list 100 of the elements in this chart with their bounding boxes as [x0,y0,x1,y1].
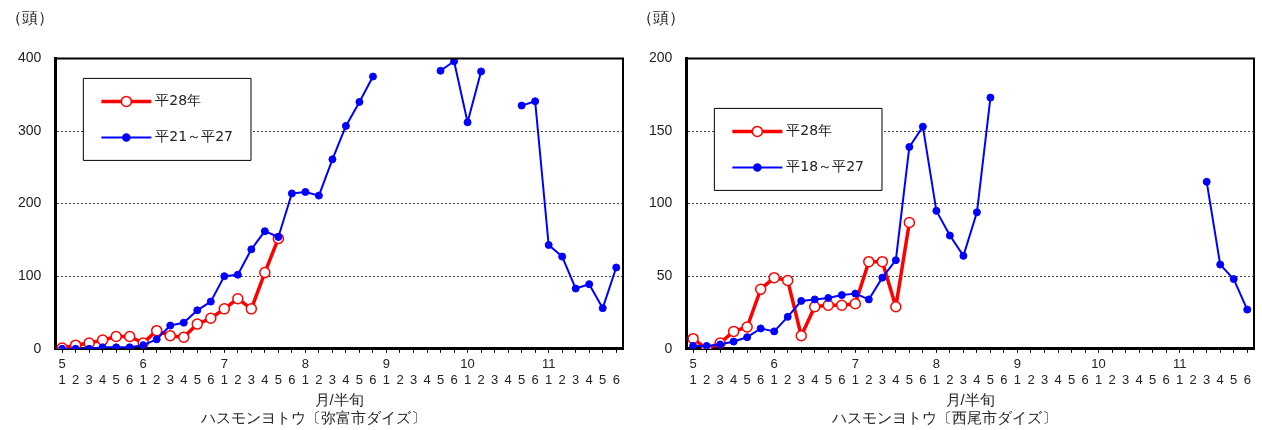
x-tick-label: 2 [477,371,485,387]
x-tick-label: 5 1 [689,356,697,387]
text: ハスモンヨトウ〔西尾市ダイズ〕 [831,409,1057,427]
x-tick-label: 5 [1149,371,1157,387]
y-tick-label: 50 [656,267,673,284]
x-tick-label: 11 1 [1172,356,1187,387]
legend-label: 平28年 [786,122,833,139]
x-tick-label: 3 [166,371,174,387]
x-tick-label: 2 [865,371,873,387]
y-axis-title: （頭） [6,8,54,29]
y-tick-label: 0 [664,339,673,356]
x-tick-label: 5 [599,371,607,387]
x-tick-label: 4 [585,371,593,387]
x-tick-label: 3 [490,371,499,387]
x-tick-label: 5 [355,371,364,387]
x-tick-label: 6 [757,371,765,387]
x-tick-label: 4 [261,371,269,387]
x-tick-label: 3 [328,371,337,387]
y-tick-label: 300 [18,121,42,138]
x-tick-label: 2 [396,371,404,387]
x-tick-label: 6 [1000,371,1008,387]
x-tick-label: 4 [1216,371,1224,387]
x-tick-label: 6 [288,371,296,387]
legend-label: 平21～平27 [155,128,233,145]
x-tick-label: 5 [112,371,120,387]
x-tick-label: 3 [1121,371,1130,387]
x-tick-label: 6 [450,371,458,387]
y-tick-label: 100 [18,267,42,284]
x-tick-label: 2 [1027,371,1035,387]
x-tick-label: 3 [878,371,886,387]
x-tick-label: 10 1 [460,356,475,387]
y-tick-label: 200 [649,49,673,66]
x-tick-label: 2 [784,371,792,387]
x-tick-label: 3 [85,371,93,387]
x-tick-label: 4 [342,371,350,387]
x-tick-label: 6 [1081,371,1089,387]
x-tick-label: 2 [72,371,80,387]
x-tick-label: 3 [1040,371,1049,387]
y-axis-title: （頭） [637,8,685,29]
legend-label: 平18～平27 [786,158,864,175]
x-tick-label: 3 [247,371,255,387]
x-tick-label: 6 1 [139,356,147,387]
x-tick-label: 4 [730,371,738,387]
x-tick-label: 6 [612,371,620,387]
x-tick-label: 5 [436,371,445,387]
x-tick-label: 10 1 [1091,356,1106,387]
x-tick-label: 3 [797,371,805,387]
x-axis-title: 月/半旬 [945,391,995,409]
x-tick-label: 5 [743,371,751,387]
x-axis-title: 月/半旬 [314,391,364,409]
x-tick-label: 3 [409,371,418,387]
x-tick-label: 5 [1230,371,1238,387]
x-tick-label: 3 [1203,371,1211,387]
x-tick-label: 5 [824,371,832,387]
legend-label: 平28年 [155,92,202,109]
x-tick-label: 2 [558,371,566,387]
x-tick-label: 5 [905,371,913,387]
x-tick-label: 6 [919,371,927,387]
x-tick-label: 6 [838,371,846,387]
y-tick-label: 150 [649,121,673,138]
x-tick-label: 3 [716,371,724,387]
y-tick-label: 0 [33,339,42,356]
x-tick-label: 2 [1108,371,1116,387]
x-tick-label: 6 [531,371,539,387]
x-tick-label: 9 1 [1013,356,1022,387]
y-tick-label: 200 [18,194,42,211]
x-tick-label: 6 [126,371,134,387]
x-tick-label: 6 [369,371,377,387]
x-tick-label: 3 [959,371,968,387]
x-tick-label: 6 [207,371,215,387]
x-tick-label: 8 1 [301,356,310,387]
x-tick-label: 4 [180,371,188,387]
x-tick-label: 5 [986,371,995,387]
text: ハスモンヨトウ〔弥富市ダイズ〕 [200,409,426,427]
x-tick-label: 5 [274,371,282,387]
y-tick-label: 400 [18,49,42,66]
x-tick-label: 4 [1135,371,1143,387]
x-tick-label: 6 [1162,371,1170,387]
x-tick-label: 5 [193,371,201,387]
x-tick-label: 9 1 [382,356,391,387]
x-tick-label: 4 [504,371,512,387]
x-tick-label: 8 1 [932,356,941,387]
x-tick-label: 2 [703,371,711,387]
x-tick-label: 3 [572,371,580,387]
y-tick-label: 100 [649,194,673,211]
x-tick-label: 6 1 [770,356,778,387]
x-tick-label: 4 [423,371,431,387]
x-tick-label: 6 [1243,371,1251,387]
x-tick-label: 2 [1189,371,1197,387]
x-tick-label: 4 [99,371,107,387]
x-tick-label: 2 [946,371,954,387]
x-tick-label: 5 [518,371,526,387]
x-tick-label: 5 [1067,371,1076,387]
x-tick-label: 4 [892,371,900,387]
x-tick-label: 5 1 [58,356,66,387]
x-tick-label: 11 1 [541,356,556,387]
x-tick-label: 4 [1054,371,1062,387]
x-tick-label: 7 1 [851,356,859,387]
x-tick-label: 2 [234,371,242,387]
x-tick-label: 2 [315,371,323,387]
